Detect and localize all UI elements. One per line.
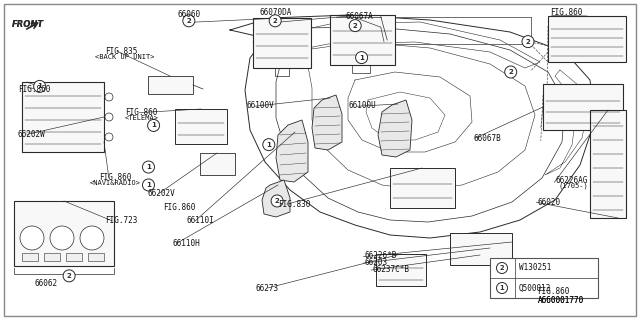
Circle shape bbox=[63, 270, 75, 282]
Text: 66110H: 66110H bbox=[173, 239, 200, 248]
Text: 66203: 66203 bbox=[365, 258, 388, 267]
Text: 1: 1 bbox=[37, 84, 42, 89]
Text: 66202V: 66202V bbox=[147, 189, 175, 198]
Bar bbox=[253, 18, 311, 68]
Text: FRONT: FRONT bbox=[12, 20, 44, 28]
Circle shape bbox=[497, 283, 508, 293]
Text: 1: 1 bbox=[359, 55, 364, 60]
Text: FIG.835: FIG.835 bbox=[106, 47, 138, 56]
Circle shape bbox=[522, 36, 534, 48]
Text: 2: 2 bbox=[273, 18, 278, 24]
Circle shape bbox=[143, 161, 154, 173]
Text: 2: 2 bbox=[67, 273, 72, 279]
Text: 2: 2 bbox=[500, 265, 504, 271]
Circle shape bbox=[271, 195, 283, 207]
Text: 2: 2 bbox=[525, 39, 531, 44]
Bar bbox=[14, 201, 114, 266]
Bar bbox=[390, 168, 455, 208]
Text: 2: 2 bbox=[508, 69, 513, 75]
Bar bbox=[590, 110, 626, 218]
Circle shape bbox=[105, 133, 113, 141]
Text: (1705-): (1705-) bbox=[559, 183, 588, 189]
Text: Q500013: Q500013 bbox=[519, 284, 552, 292]
Bar bbox=[548, 16, 626, 62]
Circle shape bbox=[105, 113, 113, 121]
Bar bbox=[175, 109, 227, 144]
Polygon shape bbox=[262, 180, 290, 217]
Text: 66070DA: 66070DA bbox=[259, 8, 291, 17]
Circle shape bbox=[34, 80, 45, 92]
Circle shape bbox=[143, 179, 154, 191]
Text: 1: 1 bbox=[266, 142, 271, 148]
Text: FIG.860: FIG.860 bbox=[163, 203, 196, 212]
Text: 1: 1 bbox=[151, 123, 156, 128]
Circle shape bbox=[349, 20, 361, 32]
Bar bbox=[22, 253, 38, 261]
Text: 66062: 66062 bbox=[35, 279, 58, 288]
Circle shape bbox=[263, 139, 275, 151]
Text: 2: 2 bbox=[186, 18, 191, 24]
Circle shape bbox=[269, 15, 281, 27]
Text: 1: 1 bbox=[146, 182, 151, 188]
Text: FIG.860: FIG.860 bbox=[99, 173, 132, 182]
Text: FRONT: FRONT bbox=[12, 20, 44, 28]
Text: 1: 1 bbox=[500, 285, 504, 291]
Text: FIG.860: FIG.860 bbox=[538, 287, 570, 296]
Bar bbox=[66, 253, 82, 261]
Bar bbox=[376, 254, 426, 286]
Text: <BACK UP UNIT>: <BACK UP UNIT> bbox=[95, 54, 154, 60]
Bar bbox=[450, 233, 512, 265]
Polygon shape bbox=[378, 100, 412, 157]
Text: 66237C*B: 66237C*B bbox=[372, 265, 410, 274]
Polygon shape bbox=[276, 120, 308, 182]
Polygon shape bbox=[312, 95, 342, 150]
Text: 66067B: 66067B bbox=[474, 134, 501, 143]
Text: FIG.830: FIG.830 bbox=[278, 200, 311, 209]
Bar bbox=[330, 15, 395, 65]
Circle shape bbox=[50, 226, 74, 250]
Text: 66100V: 66100V bbox=[246, 101, 274, 110]
Bar bbox=[44, 253, 60, 261]
Text: <TELEMA>: <TELEMA> bbox=[125, 115, 159, 121]
Text: 66020: 66020 bbox=[538, 198, 561, 207]
Text: 66110I: 66110I bbox=[187, 216, 214, 225]
Bar bbox=[88, 253, 104, 261]
Text: A660001770: A660001770 bbox=[538, 296, 584, 305]
Text: 66060: 66060 bbox=[177, 10, 200, 19]
Circle shape bbox=[105, 93, 113, 101]
Text: W130251: W130251 bbox=[519, 263, 552, 273]
Text: 66273: 66273 bbox=[256, 284, 279, 293]
Bar bbox=[200, 153, 235, 175]
Text: 2: 2 bbox=[275, 198, 280, 204]
Text: FIG.723: FIG.723 bbox=[106, 216, 138, 225]
Circle shape bbox=[148, 119, 159, 132]
Bar bbox=[543, 84, 623, 130]
Text: FIG.860: FIG.860 bbox=[550, 8, 583, 17]
Circle shape bbox=[20, 226, 44, 250]
Bar bbox=[22, 82, 104, 152]
Circle shape bbox=[183, 15, 195, 27]
Text: 66202W: 66202W bbox=[18, 130, 45, 139]
Text: 66226AG: 66226AG bbox=[556, 176, 588, 185]
Text: A660001770: A660001770 bbox=[538, 296, 584, 305]
Text: FIG.860: FIG.860 bbox=[125, 108, 157, 116]
Circle shape bbox=[497, 262, 508, 274]
Text: 1: 1 bbox=[146, 164, 151, 170]
Text: FIG.860: FIG.860 bbox=[18, 85, 51, 94]
Bar bbox=[490, 258, 598, 298]
Text: 2: 2 bbox=[353, 23, 358, 28]
Circle shape bbox=[505, 66, 516, 78]
Circle shape bbox=[80, 226, 104, 250]
Text: 66226*B: 66226*B bbox=[365, 252, 397, 260]
Circle shape bbox=[356, 52, 367, 64]
Bar bbox=[148, 76, 193, 94]
Text: 66100U: 66100U bbox=[349, 101, 376, 110]
Text: 66067A: 66067A bbox=[346, 12, 373, 20]
Text: <NAVI&RADIO>: <NAVI&RADIO> bbox=[90, 180, 141, 186]
